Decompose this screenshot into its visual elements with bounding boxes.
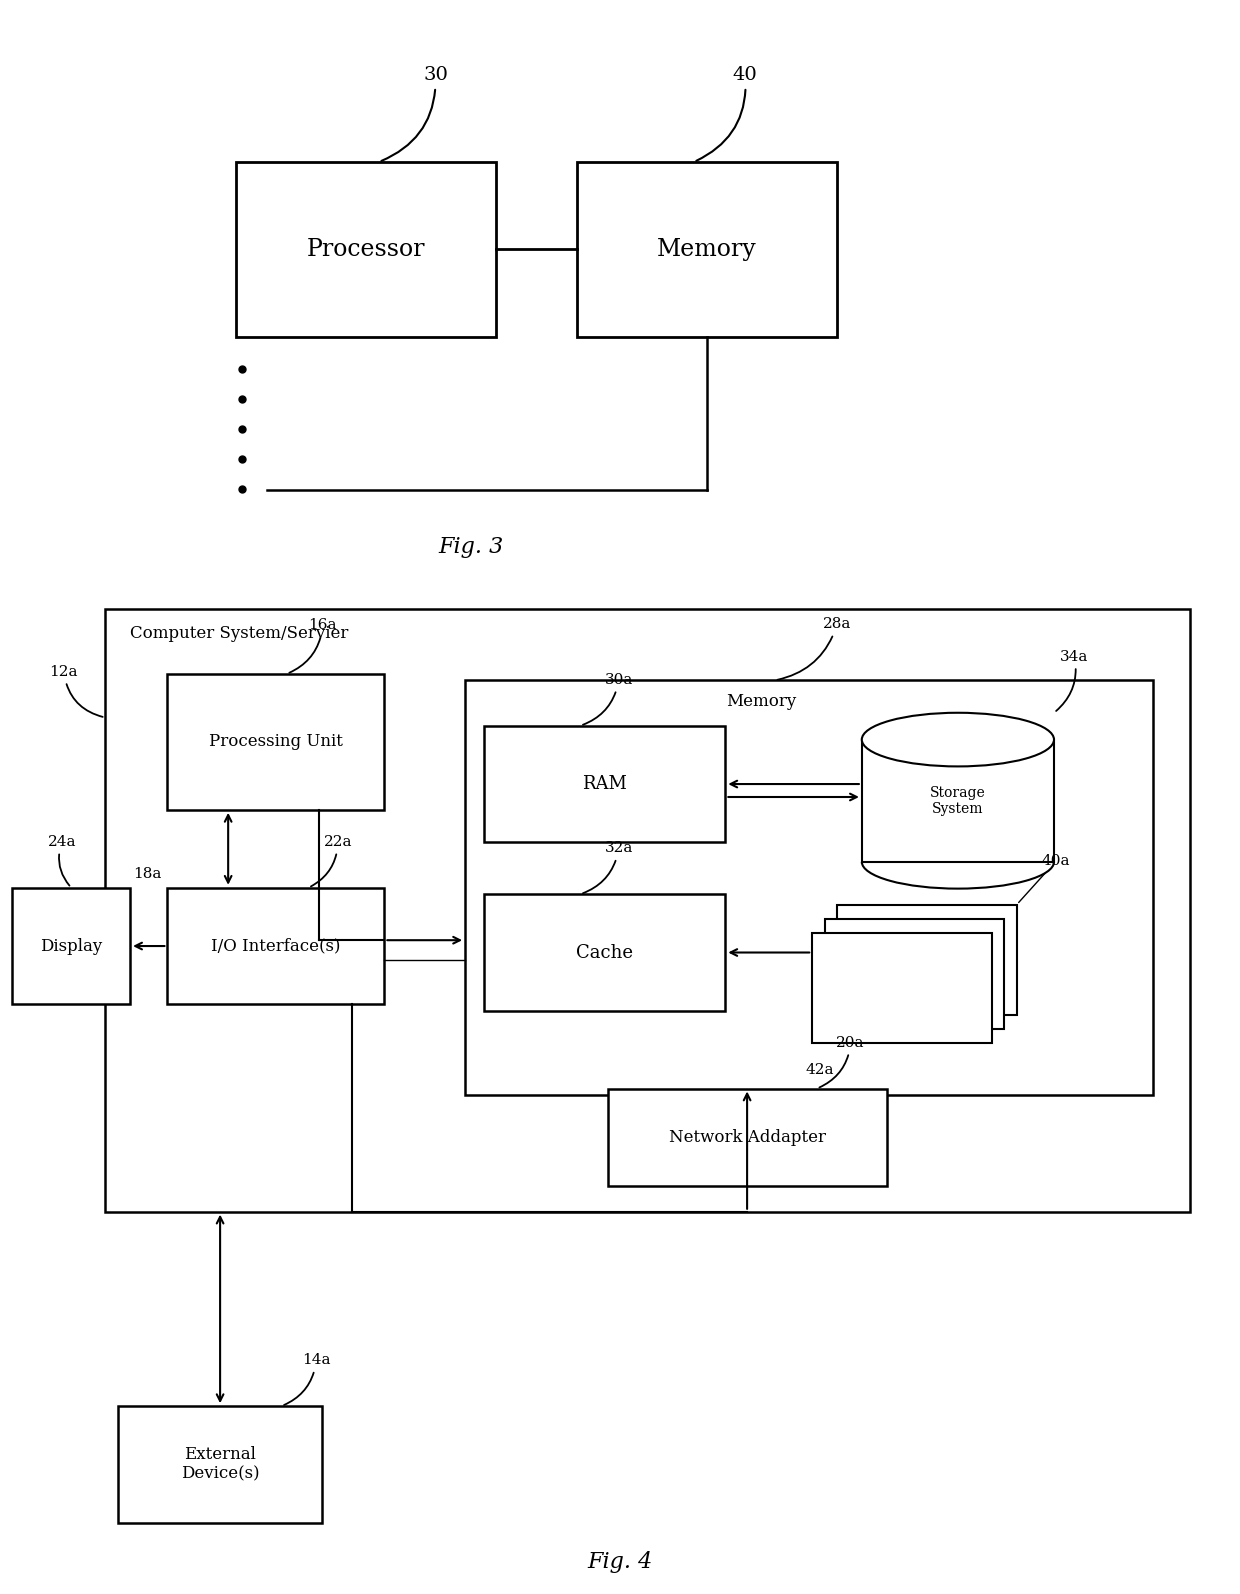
Text: Memory: Memory	[727, 693, 797, 711]
Bar	[825, 918, 1004, 1030]
Text: 40: 40	[697, 67, 758, 161]
Text: 40a: 40a	[1019, 854, 1070, 902]
Bar	[837, 904, 1017, 1015]
Text: Network Addapter: Network Addapter	[668, 1129, 826, 1146]
Text: 42a: 42a	[806, 1063, 835, 1076]
Text: 18a: 18a	[133, 867, 161, 881]
Bar	[236, 163, 496, 336]
Text: 34a: 34a	[1056, 649, 1089, 711]
Bar	[608, 1089, 887, 1186]
Bar	[484, 894, 725, 1011]
Text: Computer System/Servier: Computer System/Servier	[130, 625, 348, 642]
Bar	[167, 674, 384, 810]
Bar	[105, 609, 1190, 1211]
Text: Fig. 4: Fig. 4	[588, 1551, 652, 1573]
Bar	[118, 1406, 322, 1522]
Bar	[862, 740, 1054, 862]
Text: 20a: 20a	[820, 1036, 864, 1087]
Text: RAM: RAM	[582, 775, 627, 794]
Text: 22a: 22a	[311, 835, 352, 886]
Bar	[465, 681, 1153, 1095]
Text: Display: Display	[40, 937, 103, 955]
Ellipse shape	[862, 713, 1054, 767]
Bar	[812, 932, 992, 1042]
Text: Fig. 3: Fig. 3	[439, 536, 503, 558]
Text: 30a: 30a	[583, 673, 632, 725]
Text: Memory: Memory	[657, 238, 756, 261]
Text: 12a: 12a	[50, 665, 103, 717]
Bar	[484, 725, 725, 842]
Text: 32a: 32a	[583, 842, 632, 893]
Text: External
Device(s): External Device(s)	[181, 1446, 259, 1482]
Text: I/O Interface(s): I/O Interface(s)	[211, 937, 341, 955]
Bar	[12, 888, 130, 1004]
Text: 28a: 28a	[777, 617, 851, 679]
Text: 30: 30	[382, 67, 448, 161]
Text: 14a: 14a	[284, 1353, 330, 1404]
Text: 24a: 24a	[47, 835, 76, 886]
Text: Processor: Processor	[306, 238, 425, 261]
Text: Storage
System: Storage System	[930, 786, 986, 816]
Text: Cache: Cache	[577, 944, 632, 961]
Bar	[577, 163, 837, 336]
Text: Processing Unit: Processing Unit	[210, 733, 342, 751]
Text: 16a: 16a	[289, 618, 337, 673]
Bar	[167, 888, 384, 1004]
